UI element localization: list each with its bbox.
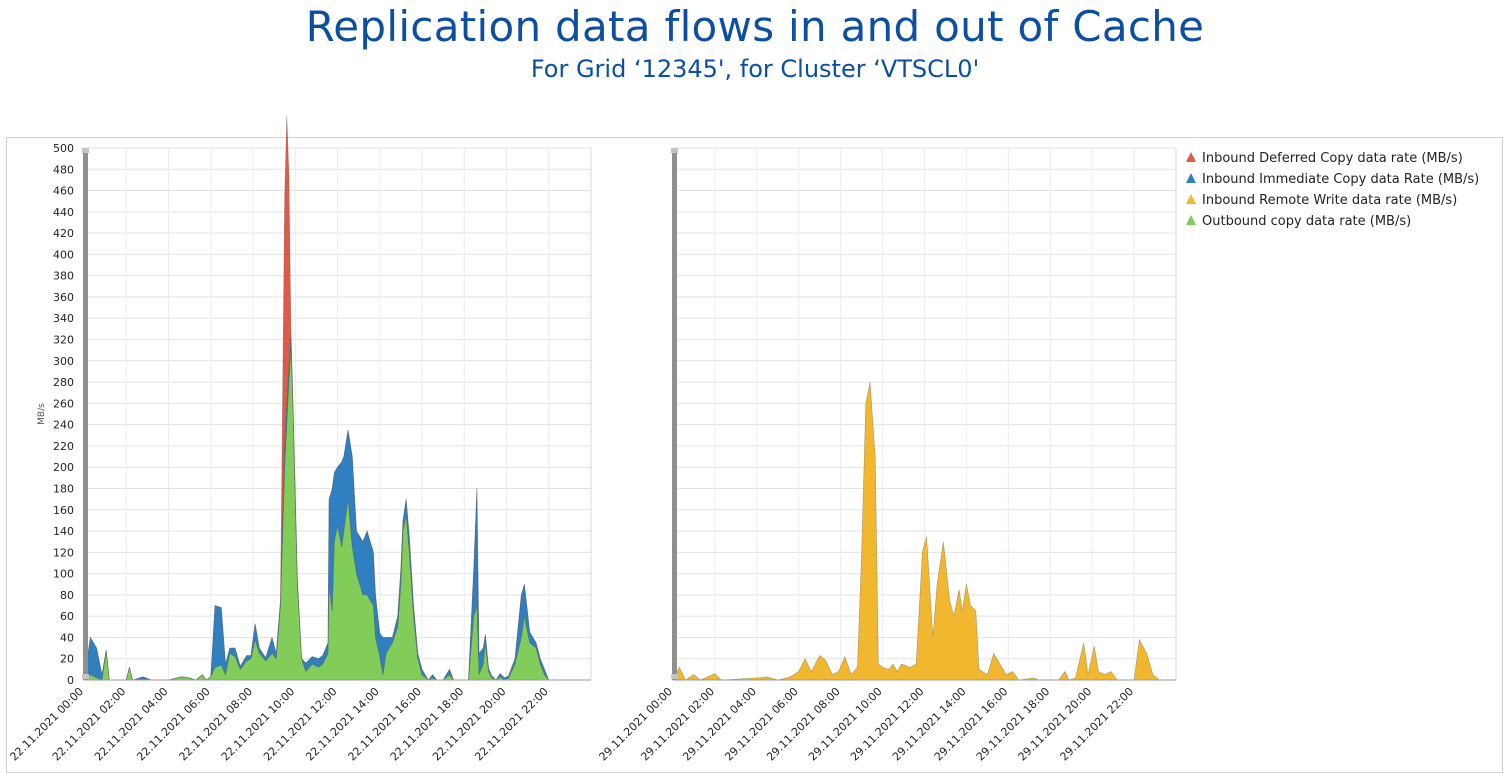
y-tick-label: 200 xyxy=(53,461,74,474)
x-tick-label: 22.11.2021 22:00 xyxy=(472,685,551,764)
legend: Inbound Deferred Copy data rate (MB/s) In… xyxy=(1186,151,1479,229)
series-area-immediate xyxy=(83,334,591,681)
legend-marker-icon xyxy=(1186,173,1196,183)
y-tick-label: 60 xyxy=(60,610,74,623)
x-tick-label: 22.11.2021 04:00 xyxy=(92,685,171,764)
y-tick-label: 320 xyxy=(53,334,74,347)
series-area-deferred xyxy=(83,116,591,681)
y-tick-label: 420 xyxy=(53,227,74,240)
y-axis-label: MB/s xyxy=(37,403,47,425)
y-tick-label: 140 xyxy=(53,525,74,538)
y-tick-label: 400 xyxy=(53,248,74,261)
x-tick-label: 29.11.2021 12:00 xyxy=(848,685,927,764)
x-tick-label: 29.11.2021 14:00 xyxy=(890,685,969,764)
x-tick-label: 22.11.2021 12:00 xyxy=(261,685,340,764)
x-tick-label: 29.11.2021 16:00 xyxy=(932,685,1011,764)
legend-item: Inbound Remote Write data rate (MB/s) xyxy=(1186,193,1457,208)
legend-marker-icon xyxy=(1186,194,1196,204)
y-tick-label: 240 xyxy=(53,419,74,432)
x-tick-label: 22.11.2021 00:00 xyxy=(7,685,86,764)
x-tick-label: 29.11.2021 20:00 xyxy=(1016,685,1095,764)
y-tick-label: 80 xyxy=(60,589,74,602)
y-tick-label: 260 xyxy=(53,397,74,410)
x-tick-label: 29.11.2021 18:00 xyxy=(974,685,1053,764)
legend-marker-icon xyxy=(1186,152,1196,162)
x-tick-label: 29.11.2021 06:00 xyxy=(722,685,801,764)
legend-marker-icon xyxy=(1186,215,1196,225)
y-tick-label: 220 xyxy=(53,440,74,453)
x-tick-label: 29.11.2021 08:00 xyxy=(764,685,843,764)
y-tick-label: 40 xyxy=(60,631,74,644)
y-tick-label: 340 xyxy=(53,312,74,325)
x-tick-label: 29.11.2021 00:00 xyxy=(596,685,675,764)
x-tick-label: 29.11.2021 10:00 xyxy=(806,685,885,764)
chart-subtitle: For Grid ‘12345', for Cluster ‘VTSCL0' xyxy=(530,55,980,83)
y-tick-label: 480 xyxy=(53,163,74,176)
y-tick-label: 20 xyxy=(60,653,74,666)
x-tick-label: 22.11.2021 14:00 xyxy=(303,685,382,764)
x-tick-label: 22.11.2021 16:00 xyxy=(345,685,424,764)
x-tick-label: 29.11.2021 02:00 xyxy=(638,685,717,764)
x-tick-label: 22.11.2021 10:00 xyxy=(219,685,298,764)
axis-scrollbar xyxy=(83,148,88,680)
legend-item: Outbound copy data rate (MB/s) xyxy=(1186,214,1411,229)
y-tick-label: 440 xyxy=(53,206,74,219)
x-tick-label: 29.11.2021 04:00 xyxy=(680,685,759,764)
y-tick-label: 300 xyxy=(53,355,74,368)
y-tick-label: 100 xyxy=(53,568,74,581)
legend-item: Inbound Deferred Copy data rate (MB/s) xyxy=(1186,151,1463,166)
y-tick-label: 180 xyxy=(53,482,74,495)
x-tick-label: 22.11.2021 02:00 xyxy=(50,685,129,764)
x-tick-label: 22.11.2021 08:00 xyxy=(176,685,255,764)
y-tick-label: 0 xyxy=(67,674,74,687)
y-tick-label: 460 xyxy=(53,185,74,198)
axis-scroll-handle-bottom xyxy=(82,674,89,679)
x-tick-label: 22.11.2021 18:00 xyxy=(388,685,467,764)
y-tick-label: 160 xyxy=(53,504,74,517)
axis-scroll-handle-top xyxy=(82,148,89,153)
axis-scroll-handle-bottom xyxy=(671,674,678,679)
axis-scrollbar xyxy=(672,148,677,680)
x-tick-label: 29.11.2021 22:00 xyxy=(1058,685,1137,764)
y-tick-label: 500 xyxy=(53,142,74,155)
legend-label: Inbound Remote Write data rate (MB/s) xyxy=(1202,193,1457,208)
x-tick-label: 22.11.2021 20:00 xyxy=(430,685,509,764)
y-tick-label: 280 xyxy=(53,376,74,389)
x-tick-label: 22.11.2021 06:00 xyxy=(134,685,213,764)
legend-item: Inbound Immediate Copy data Rate (MB/s) xyxy=(1186,172,1479,187)
y-tick-label: 120 xyxy=(53,546,74,559)
legend-label: Inbound Immediate Copy data Rate (MB/s) xyxy=(1202,172,1479,187)
y-tick-label: 380 xyxy=(53,270,74,283)
chart-panel-1: 0 20 40 60 80 100 120 140 160 180 200 220 240 260 280 3… xyxy=(7,116,592,764)
y-tick-label: 360 xyxy=(53,291,74,304)
legend-label: Outbound copy data rate (MB/s) xyxy=(1202,214,1411,229)
axis-scroll-handle-top xyxy=(671,148,678,153)
chart-title: Replication data flows in and out of Cac… xyxy=(305,2,1205,51)
legend-label: Inbound Deferred Copy data rate (MB/s) xyxy=(1202,151,1463,166)
